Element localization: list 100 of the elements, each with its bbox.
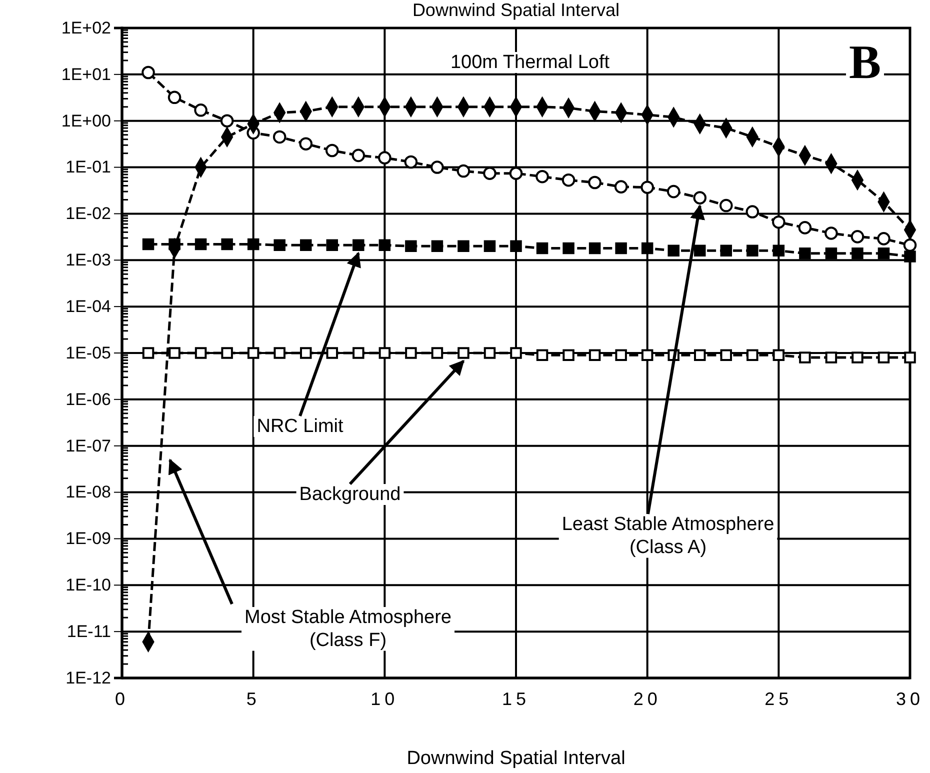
point [458, 347, 470, 359]
point [772, 349, 785, 361]
y-tick-label: 1E-01 [66, 158, 111, 177]
point [877, 232, 890, 246]
annotation: B [848, 36, 882, 89]
point [247, 238, 260, 250]
y-tick-label: 1E+00 [61, 111, 111, 130]
y-tick-label: 1E-05 [66, 343, 111, 362]
point [220, 114, 234, 128]
point [536, 170, 549, 184]
point [484, 240, 496, 252]
point [720, 244, 732, 257]
point [221, 238, 233, 250]
point [326, 239, 338, 252]
point [431, 240, 444, 252]
point [694, 349, 706, 361]
point [878, 352, 890, 364]
point [666, 184, 680, 198]
point [562, 349, 574, 361]
point [352, 148, 366, 162]
annotation: Least Stable Atmosphere (Class A) [562, 514, 774, 558]
point [194, 238, 207, 250]
point [483, 166, 496, 180]
point [405, 240, 417, 252]
point [615, 242, 627, 254]
y-tick-label: 1E-10 [66, 576, 111, 595]
point [510, 347, 522, 359]
point [378, 151, 392, 164]
y-tick-label: 1E-06 [66, 390, 111, 409]
y-tick-label: 1E+01 [61, 64, 111, 84]
point [405, 347, 417, 359]
y-tick-label: 1E-04 [66, 297, 111, 316]
point [456, 164, 470, 178]
point [719, 198, 733, 212]
point [772, 215, 786, 229]
point [614, 180, 628, 194]
point [430, 160, 444, 174]
point [640, 180, 654, 194]
chart-title: Downwind Spatial Interval [412, 0, 620, 20]
y-tick-label: 1E-11 [66, 622, 111, 642]
point [536, 242, 548, 254]
point [904, 352, 916, 364]
point [221, 347, 233, 359]
x-tick-label: 0 [114, 688, 130, 709]
point [299, 137, 313, 150]
y-tick-label: 1E-03 [66, 250, 111, 270]
point [274, 239, 286, 252]
point [588, 176, 602, 190]
point [799, 352, 811, 364]
point [325, 144, 339, 158]
point [588, 349, 601, 361]
x-tick-label: 10 [370, 688, 399, 709]
x-tick-label: 30 [896, 688, 924, 709]
point [484, 347, 496, 359]
point [510, 240, 522, 252]
y-tick-label: 1E-02 [66, 204, 111, 224]
point [142, 347, 154, 359]
point [852, 247, 864, 260]
point [352, 347, 364, 359]
point [562, 242, 574, 254]
point [720, 349, 732, 361]
point [615, 349, 627, 361]
point [825, 247, 838, 260]
point [378, 239, 391, 252]
point [798, 221, 812, 234]
point [458, 240, 470, 252]
point [746, 205, 760, 218]
point [168, 347, 180, 359]
point [274, 347, 286, 359]
point [799, 247, 811, 260]
point [194, 347, 207, 359]
point [746, 349, 758, 361]
point [142, 238, 154, 250]
point [693, 191, 707, 204]
point [641, 349, 654, 361]
y-tick-label: 1E-08 [66, 482, 111, 502]
point [404, 155, 418, 169]
point [850, 230, 864, 244]
point [641, 242, 654, 254]
point [300, 347, 312, 359]
point [536, 349, 548, 361]
point [142, 66, 155, 80]
y-tick-label: 1E-07 [66, 436, 111, 456]
x-tick-label: 20 [633, 688, 662, 709]
annotation: Background [299, 484, 401, 505]
x-tick-label: 25 [764, 688, 793, 709]
point [588, 242, 601, 254]
point [509, 166, 523, 180]
point [904, 250, 916, 262]
point [562, 173, 576, 187]
x-tick-label: 5 [246, 688, 260, 709]
point [194, 104, 208, 117]
point [668, 244, 680, 257]
point [824, 226, 838, 240]
point [903, 238, 917, 252]
point [694, 244, 706, 257]
point [772, 244, 785, 257]
point [825, 352, 838, 364]
y-tick-label: 1E-09 [66, 529, 111, 548]
point [352, 239, 364, 252]
